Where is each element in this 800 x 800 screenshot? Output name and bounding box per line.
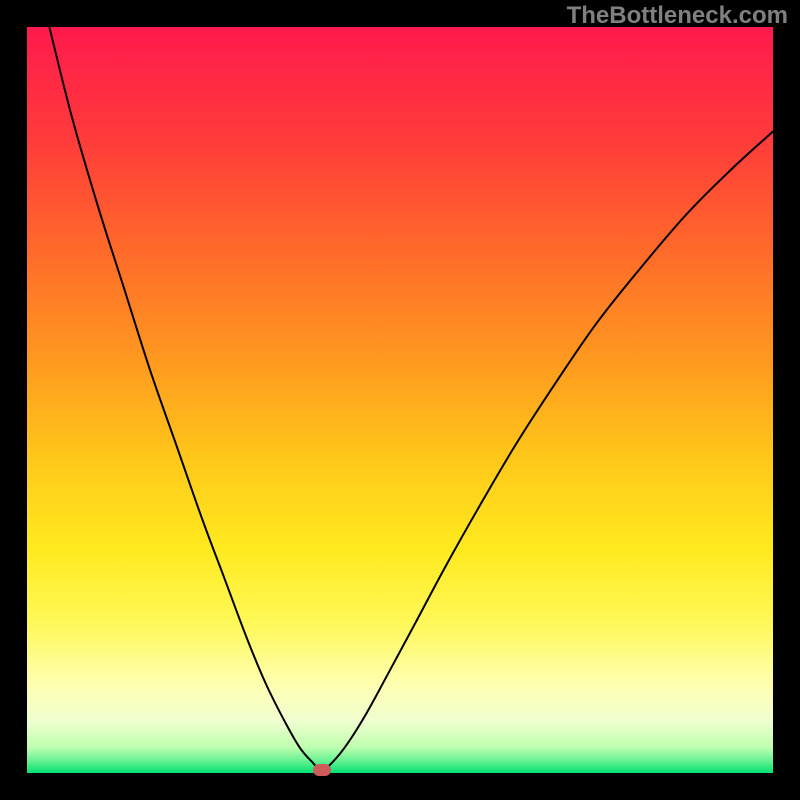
watermark-text: TheBottleneck.com — [567, 2, 788, 30]
chart-container: { "chart": { "type": "line", "canvas": {… — [0, 0, 800, 800]
bottleneck-curve — [27, 27, 773, 773]
optimal-point-marker — [313, 764, 331, 776]
plot-area — [27, 27, 773, 773]
